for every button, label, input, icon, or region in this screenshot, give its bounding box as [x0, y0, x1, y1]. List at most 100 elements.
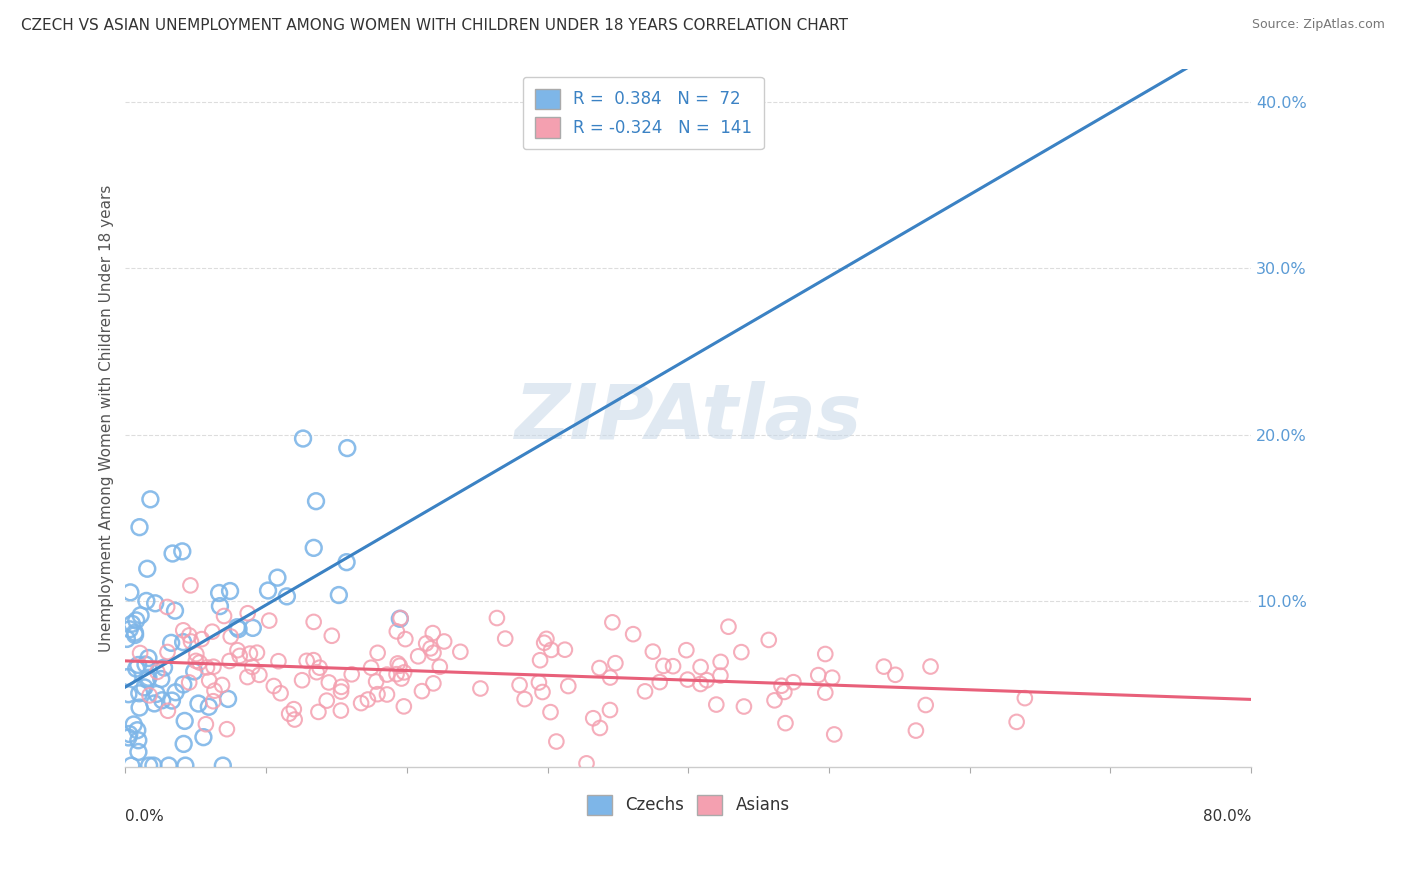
- Point: [387, 657, 409, 671]
- Point: [240, 660, 263, 674]
- Point: [602, 615, 624, 630]
- Point: [267, 654, 290, 668]
- Point: [157, 758, 180, 772]
- Point: [336, 441, 359, 455]
- Point: [676, 673, 699, 687]
- Point: [389, 611, 412, 625]
- Point: [329, 704, 352, 718]
- Point: [302, 541, 325, 555]
- Point: [139, 492, 162, 507]
- Point: [153, 660, 176, 674]
- Point: [554, 642, 576, 657]
- Point: [388, 658, 411, 673]
- Point: [652, 659, 675, 673]
- Point: [129, 608, 152, 623]
- Point: [422, 626, 444, 640]
- Point: [340, 667, 363, 681]
- Point: [179, 628, 201, 642]
- Point: [536, 632, 558, 646]
- Point: [531, 685, 554, 699]
- Point: [160, 693, 183, 707]
- Point: [172, 544, 194, 558]
- Text: Source: ZipAtlas.com: Source: ZipAtlas.com: [1251, 18, 1385, 31]
- Text: ZIPAtlas: ZIPAtlas: [515, 381, 862, 455]
- Point: [124, 628, 146, 642]
- Point: [211, 678, 233, 692]
- Point: [125, 613, 148, 627]
- Point: [219, 584, 242, 599]
- Point: [307, 705, 329, 719]
- Point: [127, 745, 149, 759]
- Point: [236, 606, 259, 620]
- Point: [557, 679, 579, 693]
- Point: [366, 674, 388, 689]
- Point: [135, 594, 157, 608]
- Point: [190, 632, 212, 647]
- Point: [156, 704, 179, 718]
- Point: [138, 671, 160, 685]
- Point: [204, 683, 226, 698]
- Point: [509, 678, 531, 692]
- Point: [146, 665, 169, 679]
- Point: [763, 693, 786, 707]
- Point: [709, 668, 731, 682]
- Point: [513, 692, 536, 706]
- Point: [193, 730, 215, 744]
- Point: [242, 621, 264, 635]
- Point: [494, 632, 516, 646]
- Point: [172, 624, 194, 638]
- Point: [138, 758, 160, 772]
- Point: [180, 634, 202, 648]
- Point: [527, 675, 550, 690]
- Point: [330, 680, 353, 694]
- Point: [449, 645, 471, 659]
- Point: [814, 647, 837, 661]
- Point: [136, 562, 159, 576]
- Point: [782, 675, 804, 690]
- Point: [128, 520, 150, 534]
- Point: [350, 696, 373, 710]
- Point: [302, 653, 325, 667]
- Point: [184, 654, 207, 668]
- Point: [914, 698, 936, 712]
- Point: [533, 636, 555, 650]
- Point: [142, 758, 165, 772]
- Point: [704, 698, 727, 712]
- Point: [599, 703, 621, 717]
- Point: [318, 675, 340, 690]
- Point: [118, 727, 141, 741]
- Point: [226, 643, 249, 657]
- Point: [485, 611, 508, 625]
- Point: [717, 620, 740, 634]
- Point: [136, 673, 159, 687]
- Point: [394, 632, 416, 647]
- Point: [127, 723, 149, 738]
- Point: [621, 627, 644, 641]
- Point: [328, 588, 350, 602]
- Point: [218, 654, 240, 668]
- Point: [219, 630, 242, 644]
- Point: [150, 672, 173, 686]
- Point: [215, 722, 238, 736]
- Point: [187, 697, 209, 711]
- Point: [696, 673, 718, 688]
- Point: [411, 684, 433, 698]
- Point: [173, 737, 195, 751]
- Point: [208, 586, 231, 600]
- Point: [163, 604, 186, 618]
- Point: [375, 667, 398, 681]
- Point: [873, 659, 896, 673]
- Point: [385, 667, 408, 681]
- Point: [1014, 691, 1036, 706]
- Point: [162, 547, 184, 561]
- Point: [575, 756, 598, 771]
- Point: [270, 686, 292, 700]
- Point: [884, 668, 907, 682]
- Point: [330, 684, 353, 698]
- Point: [266, 571, 288, 585]
- Point: [217, 692, 239, 706]
- Point: [194, 717, 217, 731]
- Point: [605, 656, 627, 670]
- Point: [419, 641, 441, 656]
- Point: [634, 684, 657, 698]
